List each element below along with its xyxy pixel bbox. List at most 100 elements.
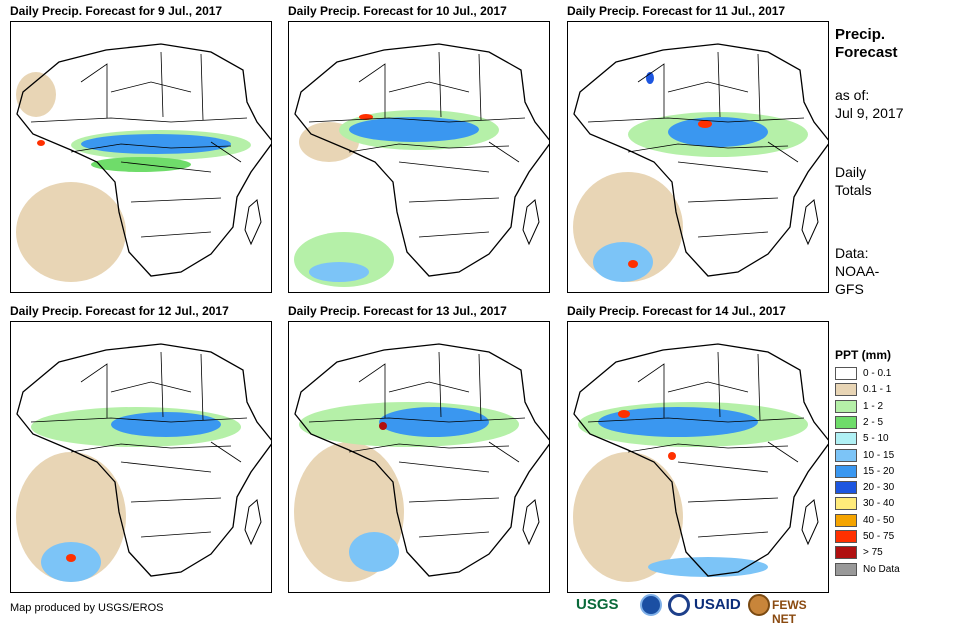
country-border	[767, 141, 799, 163]
legend-label: 50 - 75	[863, 531, 895, 542]
precip-area	[618, 410, 630, 418]
precip-area	[66, 554, 76, 562]
africa-coastline	[294, 343, 549, 577]
panel-title-11jul: Daily Precip. Forecast for 11 Jul., 2017	[567, 4, 786, 18]
legend-label: 10 - 15	[863, 449, 895, 461]
country-border	[348, 143, 510, 153]
country-border	[308, 117, 526, 123]
legend-swatch	[835, 432, 857, 446]
legend-label: No Data	[863, 563, 900, 575]
precip-area	[698, 120, 712, 128]
country-border	[677, 161, 769, 173]
africa-coastline	[573, 343, 828, 577]
country-border	[627, 143, 789, 153]
map-canvas	[16, 43, 271, 282]
legend-label: 30 - 40	[863, 498, 895, 510]
precip-area	[598, 407, 758, 437]
country-border	[697, 531, 769, 538]
country-border	[438, 51, 442, 118]
precip-area	[648, 557, 768, 577]
legend-label: > 75	[863, 547, 883, 559]
panel-title-12jul: Daily Precip. Forecast for 12 Jul., 2017	[10, 304, 229, 318]
legend-swatch	[835, 562, 857, 576]
country-border	[388, 81, 470, 93]
legend-label: 2 - 5	[863, 416, 884, 428]
country-border	[587, 117, 805, 123]
country-border	[130, 497, 222, 503]
country-border	[677, 461, 769, 473]
precip-area	[37, 140, 45, 146]
country-border	[637, 363, 665, 418]
country-border	[70, 143, 232, 153]
country-border	[767, 441, 799, 463]
legend-swatch	[835, 546, 857, 560]
precip-area	[359, 114, 373, 120]
country-border	[717, 351, 721, 418]
country-border	[438, 351, 442, 418]
legend-label: 40 - 50	[863, 514, 895, 526]
madagascar-outline	[522, 499, 540, 546]
side-title-line2: Forecast	[835, 44, 898, 61]
precip-area	[628, 260, 638, 268]
legend-swatch	[835, 497, 857, 511]
precip-area	[668, 117, 768, 147]
country-border	[210, 141, 242, 163]
madagascar-outline	[801, 199, 819, 246]
legend-swatch	[835, 530, 857, 543]
precip-area	[16, 452, 126, 582]
asof-date: Jul 9, 2017	[835, 105, 904, 121]
map-canvas	[294, 343, 549, 582]
country-border	[418, 231, 490, 238]
fews-logo: FEWS NET	[772, 598, 807, 626]
africa-coastline	[16, 343, 271, 577]
country-border	[30, 417, 248, 423]
country-border	[130, 197, 222, 203]
country-border	[478, 53, 482, 121]
usaid-logo: USAID	[694, 596, 741, 613]
country-border	[478, 353, 482, 421]
country-border	[388, 381, 470, 393]
legend-swatch	[835, 415, 857, 429]
panel-title-14jul: Daily Precip. Forecast for 14 Jul., 2017	[567, 304, 786, 318]
forecast-map-11jul	[567, 21, 829, 293]
country-border	[80, 363, 108, 418]
noaa-logo	[640, 594, 662, 616]
country-border	[408, 197, 500, 203]
country-border	[210, 441, 242, 463]
country-border	[667, 81, 749, 93]
precip-area	[349, 532, 399, 572]
totals-line1: Daily	[835, 164, 867, 180]
country-border	[120, 161, 212, 173]
country-border	[110, 81, 192, 93]
country-border	[358, 363, 386, 418]
panel-title-10jul: Daily Precip. Forecast for 10 Jul., 2017	[288, 4, 507, 18]
country-border	[200, 53, 204, 121]
country-border	[140, 531, 212, 538]
country-border	[30, 117, 248, 123]
fews-globe-icon	[748, 594, 770, 616]
forecast-map-14jul	[567, 321, 829, 593]
panel-title-13jul: Daily Precip. Forecast for 13 Jul., 2017	[288, 304, 507, 318]
data-label: Data:	[835, 245, 869, 261]
usaid-seal-icon	[668, 594, 690, 616]
africa-coastline	[573, 43, 828, 277]
panel-title-9jul: Daily Precip. Forecast for 9 Jul., 2017	[10, 4, 223, 18]
country-border	[687, 197, 779, 203]
totals-line2: Totals	[835, 182, 872, 198]
legend-label: 20 - 30	[863, 482, 895, 494]
country-border	[160, 351, 164, 418]
precip-area	[16, 72, 56, 117]
legend-title: PPT (mm)	[835, 348, 892, 362]
madagascar-outline	[244, 499, 262, 546]
precip-area	[349, 117, 479, 142]
legend-swatch	[835, 399, 857, 413]
legend-swatch	[835, 383, 857, 397]
legend-swatch	[835, 448, 857, 462]
map-canvas	[16, 343, 271, 582]
legend-label: 15 - 20	[863, 465, 895, 477]
country-border	[398, 461, 490, 473]
country-border	[757, 353, 761, 421]
africa-coastline	[16, 43, 271, 277]
country-border	[160, 51, 164, 118]
country-border	[348, 443, 510, 453]
